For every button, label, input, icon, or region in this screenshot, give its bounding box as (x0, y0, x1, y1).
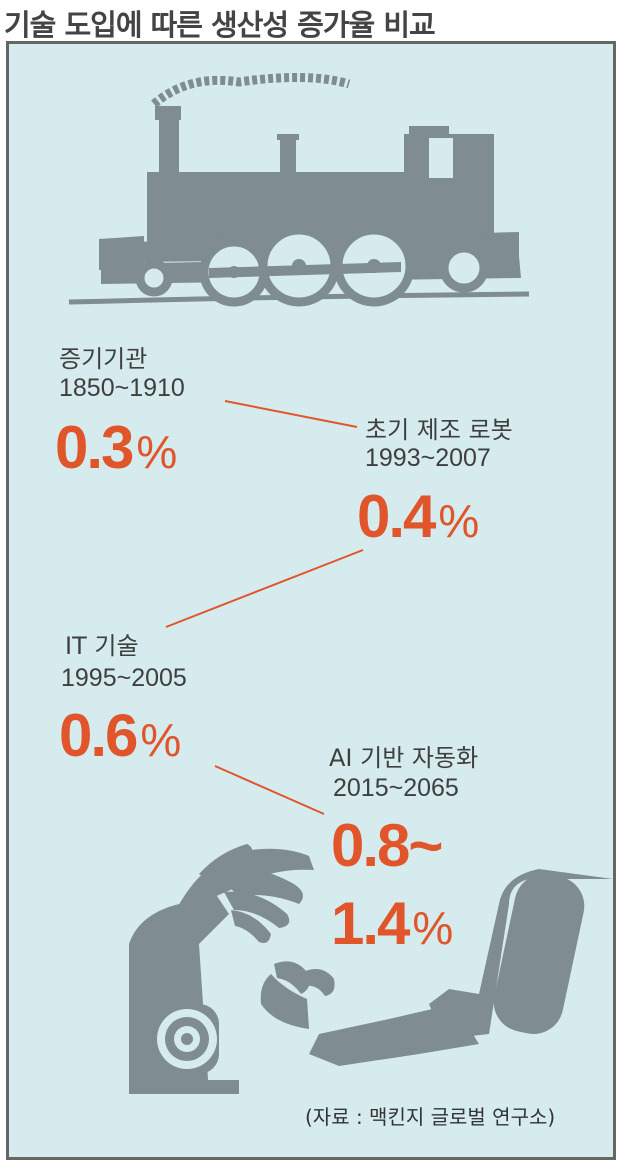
item-value-ai-min: 0.8~ (331, 812, 443, 879)
item-name-early-robots: 초기 제조 로봇 (365, 416, 513, 444)
illustration-layer (68, 72, 613, 1094)
value-number: 0.4 (357, 483, 436, 550)
source-note: (자료 : 맥킨지 글로벌 연구소) (305, 1105, 556, 1129)
connector-lines (165, 400, 364, 815)
item-name-steam-engine: 증기기관 (59, 345, 148, 373)
item-period-steam-engine: 1850~1910 (59, 374, 185, 402)
item-period-it: 1995~2005 (61, 664, 187, 692)
percent-sign: % (140, 714, 182, 766)
percent-sign: % (438, 495, 480, 547)
item-name-it: IT 기술 (65, 632, 139, 660)
item-value-it: 0.6% (59, 706, 181, 770)
infographic-panel: 증기기관 1850~1910 0.3% 초기 제조 로봇 1993~2007 0… (6, 41, 616, 1160)
value-number: 1.4 (331, 890, 410, 957)
percent-sign: % (136, 426, 178, 478)
item-name-ai: AI 기반 자동화 (329, 744, 479, 772)
chart-title: 기술 도입에 따른 생산성 증가율 비교 (4, 8, 436, 42)
value-number: 0.6 (59, 702, 138, 769)
item-value-steam-engine: 0.3% (55, 418, 177, 482)
item-period-ai: 2015~2065 (333, 774, 459, 802)
value-number: 0.3 (55, 414, 134, 481)
percent-sign: % (412, 902, 454, 954)
robot-arms-icon (129, 844, 613, 1094)
item-value-ai-max: 1.4% (331, 894, 453, 958)
item-value-early-robots: 0.4% (357, 487, 479, 551)
item-period-early-robots: 1993~2007 (365, 444, 491, 472)
